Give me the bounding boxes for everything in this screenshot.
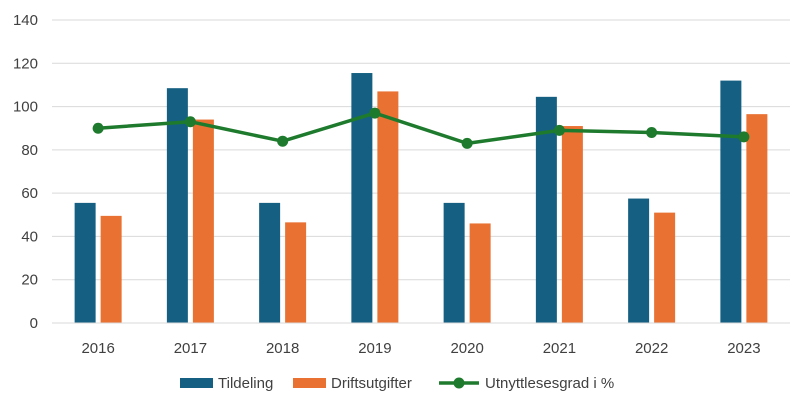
- bar-tildeling: [259, 202, 281, 323]
- bars: [74, 73, 768, 324]
- bar-tildeling: [74, 202, 96, 323]
- line-path: [98, 111, 744, 146]
- legend-label: Utnyttlesesgrad i %: [485, 375, 614, 392]
- bar-driftsutgifter: [561, 126, 583, 323]
- legend-marker: [453, 377, 465, 389]
- bar-driftsutgifter: [746, 114, 768, 324]
- x-tick-label: 2021: [543, 340, 576, 357]
- x-axis-ticks: 2016 2017 2018 2019 2020 2021 2022 2023: [52, 322, 790, 357]
- line-point: [461, 137, 473, 149]
- x-tick-label: 2019: [358, 340, 391, 357]
- legend-swatch: [293, 378, 326, 388]
- bar-driftsutgifter: [654, 212, 676, 323]
- line-point: [553, 124, 565, 136]
- legend-label: Tildeling: [218, 375, 273, 392]
- bar-tildeling: [628, 198, 650, 323]
- y-axis-ticks: 0 20 40 60 80 100 120 140: [13, 12, 38, 332]
- bar-tildeling: [166, 88, 188, 323]
- y-tick-label: 140: [13, 12, 38, 29]
- x-tick-label: 2022: [635, 340, 668, 357]
- x-tick-label: 2018: [266, 340, 299, 357]
- bar-tildeling: [351, 73, 373, 324]
- line-point: [369, 107, 381, 119]
- line-point: [646, 127, 658, 139]
- y-tick-label: 120: [13, 55, 38, 72]
- line-point: [184, 116, 196, 128]
- legend-swatch: [180, 378, 213, 388]
- bar-tildeling: [535, 96, 557, 323]
- y-tick-label: 40: [21, 228, 38, 245]
- bar-driftsutgifter: [192, 119, 214, 323]
- x-tick-label: 2016: [81, 340, 114, 357]
- line-point: [277, 135, 289, 147]
- bar-tildeling: [443, 202, 465, 323]
- bar-tildeling: [720, 80, 742, 323]
- y-tick-label: 100: [13, 99, 38, 116]
- line-point: [92, 122, 104, 134]
- bar-driftsutgifter: [377, 91, 399, 324]
- bar-driftsutgifter: [100, 215, 122, 323]
- y-tick-label: 80: [21, 142, 38, 159]
- bar-driftsutgifter: [469, 223, 491, 323]
- legend-label: Driftsutgifter: [331, 375, 412, 392]
- line-point: [738, 131, 750, 143]
- x-tick-label: 2017: [174, 340, 207, 357]
- y-tick-label: 20: [21, 272, 38, 289]
- bar-driftsutgifter: [285, 222, 307, 323]
- y-tick-label: 0: [30, 315, 38, 332]
- y-tick-label: 60: [21, 185, 38, 202]
- x-tick-label: 2023: [727, 340, 760, 357]
- x-tick-label: 2020: [450, 340, 483, 357]
- legend: Tildeling Driftsutgifter Utnyttlesesgrad i…: [180, 375, 614, 392]
- gridlines: [52, 19, 790, 324]
- line-series: [92, 107, 750, 149]
